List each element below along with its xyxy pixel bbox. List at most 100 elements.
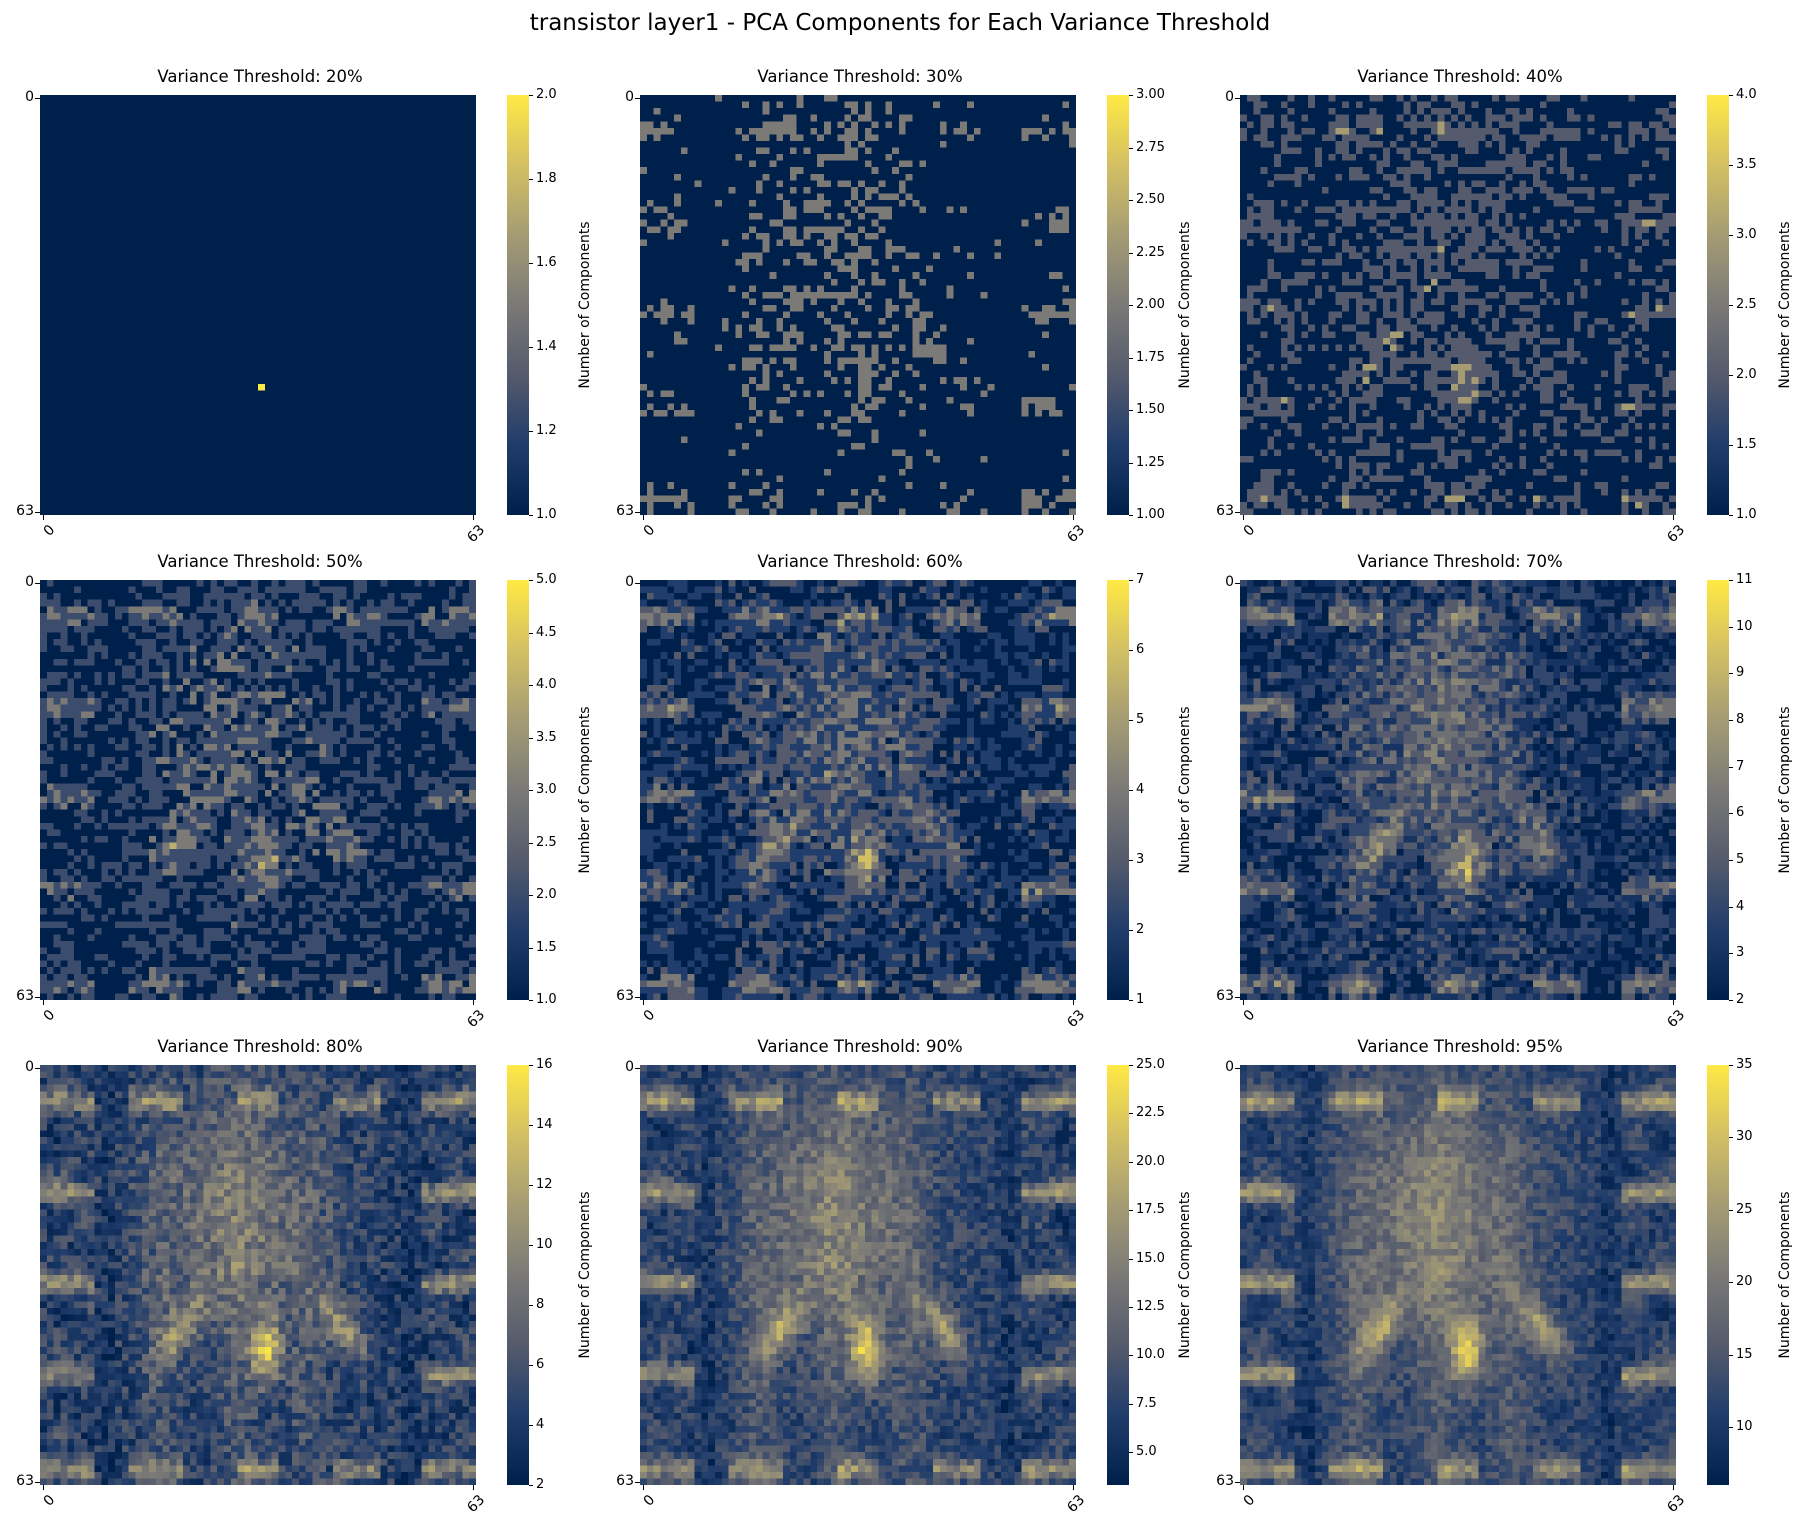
colorbar-tick-label: 1.8: [536, 171, 557, 186]
x-tick-label: 0: [1240, 522, 1259, 540]
colorbar-tick-label: 4: [536, 1417, 545, 1432]
heatmap-panel: Variance Threshold: 70% 0 63 0 63 2 3 4 5 6 7 8 9 10 1…: [1200, 540, 1800, 1040]
colorbar-tickmark: [1729, 1209, 1733, 1211]
x-tickmark: [1073, 515, 1074, 520]
colorbar-tick-label: 5: [1136, 712, 1145, 727]
colorbar-tick-label: 2.75: [1136, 139, 1165, 155]
colorbar-tickmark: [1729, 766, 1733, 768]
colorbar: [507, 1065, 529, 1485]
colorbar-tick-label: 7.5: [1136, 1395, 1157, 1411]
colorbar-tick-label: 2: [1736, 992, 1745, 1007]
colorbar-tick-label: 1.0: [536, 507, 557, 522]
y-tickmark: [35, 512, 40, 513]
colorbar-tick-label: 5: [1736, 852, 1745, 867]
colorbar-tick-label: 6: [1136, 642, 1145, 657]
x-tick-label: 0: [1240, 1007, 1259, 1025]
colorbar-tickmark: [529, 1245, 533, 1246]
y-tick-label: 0: [25, 574, 34, 590]
x-tickmark: [1243, 1485, 1244, 1490]
colorbar-tickmark: [529, 1365, 533, 1366]
colorbar-tick-label: 25: [1736, 1201, 1753, 1217]
colorbar-tick-label: 25.0: [1136, 1057, 1165, 1072]
colorbar-tickmark: [529, 580, 533, 581]
x-tickmark: [1243, 515, 1244, 520]
colorbar-tickmark: [529, 347, 533, 348]
colorbar-tick-label: 4.5: [536, 624, 557, 640]
colorbar-tickmark: [1729, 580, 1733, 581]
colorbar-tickmark: [1129, 720, 1133, 721]
colorbar-tick-label: 12: [536, 1177, 553, 1192]
x-tick-label: 63: [1664, 1492, 1689, 1516]
panel-title: Variance Threshold: 40%: [1357, 67, 1563, 86]
colorbar-label: Number of Components: [1177, 706, 1193, 874]
colorbar-tick-label: 15.0: [1136, 1250, 1165, 1266]
colorbar-tick-label: 22.5: [1136, 1105, 1165, 1121]
y-tickmark: [35, 583, 40, 584]
colorbar-tick-label: 3: [1136, 852, 1145, 867]
y-tick-label: 63: [16, 988, 34, 1004]
colorbar: [1107, 580, 1129, 1000]
colorbar-tick-label: 8: [536, 1297, 545, 1312]
colorbar-tick-label: 20.0: [1136, 1153, 1165, 1169]
x-tickmark: [473, 1485, 474, 1490]
colorbar-label: Number of Components: [1777, 1191, 1793, 1359]
heatmap-cells: [640, 95, 1076, 515]
panel-title: Variance Threshold: 95%: [1357, 1037, 1563, 1056]
colorbar-tick-label: 3.0: [536, 782, 557, 797]
x-tickmark: [643, 515, 644, 520]
panel-title: Variance Threshold: 20%: [157, 67, 363, 86]
y-tick-label: 63: [616, 1473, 634, 1489]
x-tick-label: 0: [640, 522, 659, 540]
colorbar-tick-label: 5.0: [1136, 1444, 1157, 1460]
x-tick-label: 0: [40, 1007, 59, 1025]
colorbar: [507, 580, 529, 1000]
colorbar-tickmark: [1729, 860, 1733, 861]
colorbar-tick-label: 1.25: [1136, 454, 1165, 470]
y-tickmark: [635, 1482, 640, 1483]
colorbar-tick-label: 1: [1136, 992, 1145, 1007]
panel-title: Variance Threshold: 30%: [757, 67, 963, 86]
x-tickmark: [43, 1485, 44, 1490]
colorbar-tickmark: [529, 790, 533, 791]
colorbar-tick-label: 30: [1736, 1129, 1753, 1145]
colorbar-tickmark: [529, 515, 533, 516]
colorbar: [1107, 1065, 1129, 1485]
colorbar-tickmark: [1729, 626, 1733, 628]
x-tickmark: [1073, 1485, 1074, 1490]
panel-title: Variance Threshold: 50%: [157, 552, 363, 571]
y-tick-label: 0: [25, 1059, 34, 1075]
colorbar-tickmark: [1129, 790, 1133, 791]
y-tickmark: [635, 512, 640, 513]
colorbar-tick-label: 10: [1736, 1419, 1753, 1435]
colorbar-tickmark: [529, 1485, 533, 1486]
colorbar-tick-label: 2: [1136, 922, 1145, 937]
colorbar: [1107, 95, 1129, 515]
colorbar-tickmark: [1729, 1354, 1733, 1356]
colorbar-tickmark: [1729, 673, 1733, 675]
colorbar-tickmark: [1129, 200, 1133, 201]
colorbar-tickmark: [1729, 165, 1733, 166]
colorbar-tickmark: [529, 1305, 533, 1306]
x-tickmark: [43, 1000, 44, 1005]
colorbar: [1707, 1065, 1729, 1485]
x-tickmark: [643, 1485, 644, 1490]
heatmap-cells: [1240, 95, 1676, 515]
heatmap-panel: Variance Threshold: 40% 0 63 0 63 1.0 1.5 2.0 2.…: [1200, 55, 1800, 555]
x-tickmark: [1673, 515, 1674, 520]
colorbar-tickmark: [529, 947, 533, 949]
colorbar-tickmark: [529, 895, 533, 896]
y-tick-label: 63: [1216, 988, 1234, 1004]
heatmap-panel: Variance Threshold: 60% 0 63 0 63 1 2 3 4 5 6 7 Numb…: [600, 540, 1200, 1040]
colorbar-tick-label: 4.0: [1736, 87, 1757, 102]
colorbar-tickmark: [1729, 953, 1733, 955]
colorbar-tick-label: 2.5: [1736, 297, 1757, 312]
colorbar-tick-label: 35: [1736, 1057, 1753, 1072]
colorbar-tickmark: [1729, 1000, 1733, 1001]
colorbar-tick-label: 1.75: [1136, 349, 1165, 365]
heatmap-panel: Variance Threshold: 90% 0 63 0 63 5.0 7.5 10.0 1…: [600, 1025, 1200, 1525]
colorbar-tickmark: [1729, 813, 1733, 815]
colorbar-tickmark: [1129, 305, 1133, 306]
y-tick-label: 63: [1216, 1473, 1234, 1489]
colorbar-tickmark: [1729, 95, 1733, 96]
